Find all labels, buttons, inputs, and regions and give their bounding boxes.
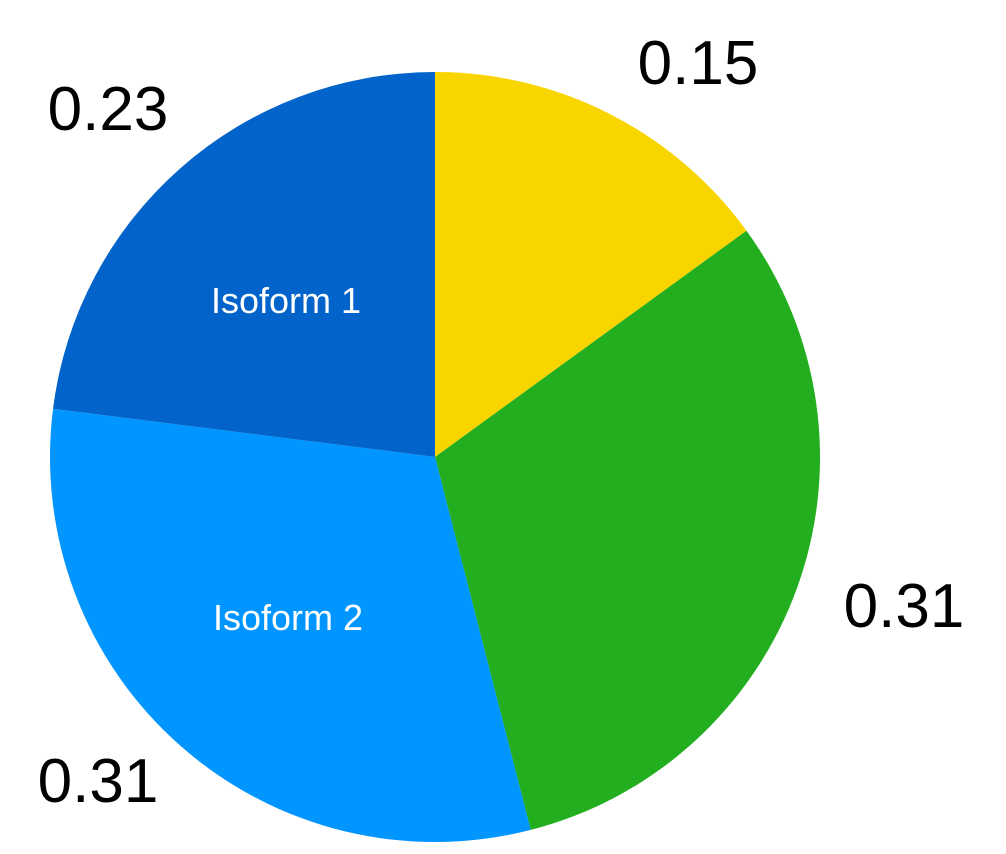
value-label-4: 0.23	[48, 75, 169, 144]
pie-labels: 0.15 0.31 0.31 Isoform 2 0.23 Isoform 1	[38, 29, 965, 816]
slice-label-3: Isoform 2	[213, 597, 363, 638]
value-label-1: 0.15	[638, 29, 759, 98]
pie-slice-2	[435, 230, 821, 830]
pie-slice-4	[53, 72, 436, 457]
value-label-3: 0.31	[38, 747, 159, 816]
slice-label-4: Isoform 1	[211, 280, 361, 321]
value-label-2: 0.31	[844, 572, 965, 641]
pie-slice-3	[49, 408, 531, 842]
pie-slice-1	[435, 72, 747, 457]
pie-slices	[49, 72, 821, 842]
